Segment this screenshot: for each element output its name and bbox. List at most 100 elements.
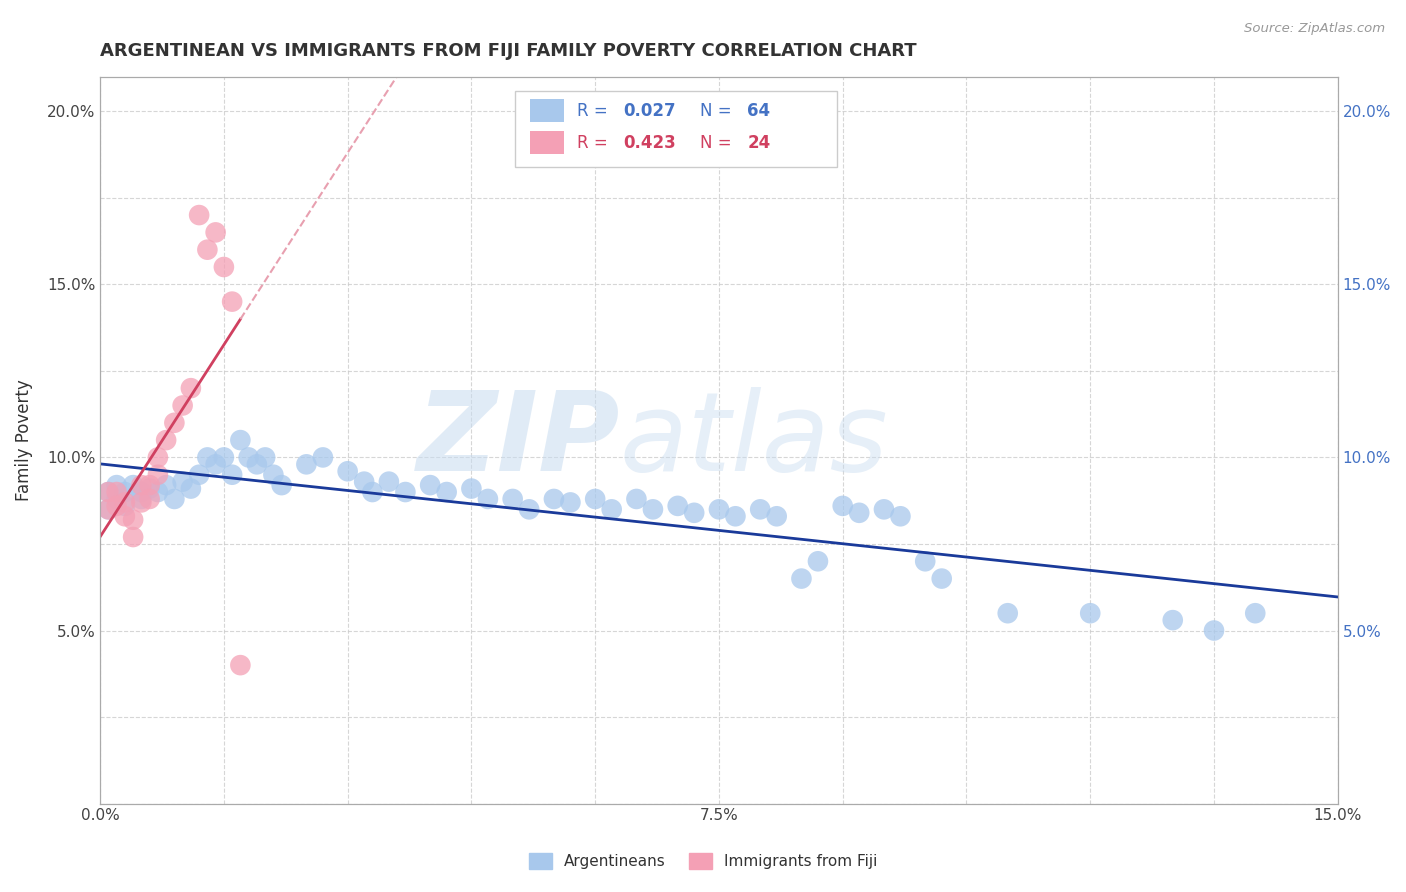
Point [765,509,787,524]
Point [749,502,772,516]
Text: N =: N = [700,134,737,152]
Point [873,502,896,516]
Point [122,478,145,492]
Point [105,491,128,506]
Point [600,502,623,516]
Point [197,243,219,257]
Point [188,467,211,482]
Text: atlas: atlas [620,386,889,493]
Point [122,513,145,527]
Point [1161,613,1184,627]
Point [831,499,853,513]
Point [312,450,335,465]
Point [666,499,689,513]
Point [683,506,706,520]
Point [997,606,1019,620]
Point [105,485,128,500]
Point [114,499,136,513]
Point [114,509,136,524]
Point [114,485,136,500]
Point [172,475,194,489]
Point [131,491,153,506]
Point [626,491,648,506]
Point [105,478,128,492]
Point [246,458,269,472]
Point [114,495,136,509]
Point [97,485,120,500]
Point [221,467,243,482]
Point [188,208,211,222]
Point [138,491,160,506]
FancyBboxPatch shape [530,99,564,122]
Point [1078,606,1101,620]
Point [254,450,277,465]
FancyBboxPatch shape [530,131,564,154]
Point [378,475,401,489]
Point [502,491,524,506]
Point [1202,624,1225,638]
Point [336,464,359,478]
Point [270,478,292,492]
Text: Source: ZipAtlas.com: Source: ZipAtlas.com [1244,22,1385,36]
Point [163,491,186,506]
Point [353,475,375,489]
Text: ARGENTINEAN VS IMMIGRANTS FROM FIJI FAMILY POVERTY CORRELATION CHART: ARGENTINEAN VS IMMIGRANTS FROM FIJI FAMI… [100,42,917,60]
Point [131,485,153,500]
Point [138,478,160,492]
Point [105,499,128,513]
Text: 24: 24 [748,134,770,152]
Point [197,450,219,465]
Point [97,502,120,516]
Point [97,485,120,500]
Point [583,491,606,506]
Point [146,467,169,482]
Point [204,458,226,472]
Point [707,502,730,516]
Point [931,572,953,586]
Point [436,485,458,500]
Point [394,485,416,500]
FancyBboxPatch shape [515,91,837,168]
Point [1244,606,1267,620]
Y-axis label: Family Poverty: Family Poverty [15,379,32,501]
Point [155,478,177,492]
Point [221,294,243,309]
Point [180,381,202,395]
Point [295,458,318,472]
Point [163,416,186,430]
Point [122,530,145,544]
Point [212,260,235,274]
Text: ZIP: ZIP [416,386,620,493]
Point [914,554,936,568]
Point [889,509,911,524]
Point [848,506,870,520]
Point [204,226,226,240]
Point [517,502,540,516]
Point [477,491,499,506]
Point [212,450,235,465]
Point [560,495,582,509]
Point [419,478,441,492]
Point [180,482,202,496]
Point [238,450,260,465]
Text: 0.027: 0.027 [624,102,676,120]
Point [790,572,813,586]
Text: 0.423: 0.423 [624,134,676,152]
Point [229,433,252,447]
Point [361,485,384,500]
Point [543,491,565,506]
Point [807,554,830,568]
Point [641,502,664,516]
Legend: Argentineans, Immigrants from Fiji: Argentineans, Immigrants from Fiji [523,847,883,875]
Point [262,467,284,482]
Point [146,485,169,500]
Text: R =: R = [576,102,613,120]
Text: N =: N = [700,102,737,120]
Point [460,482,482,496]
Point [229,658,252,673]
Point [138,482,160,496]
Text: R =: R = [576,134,613,152]
Point [172,399,194,413]
Point [724,509,747,524]
Point [155,433,177,447]
